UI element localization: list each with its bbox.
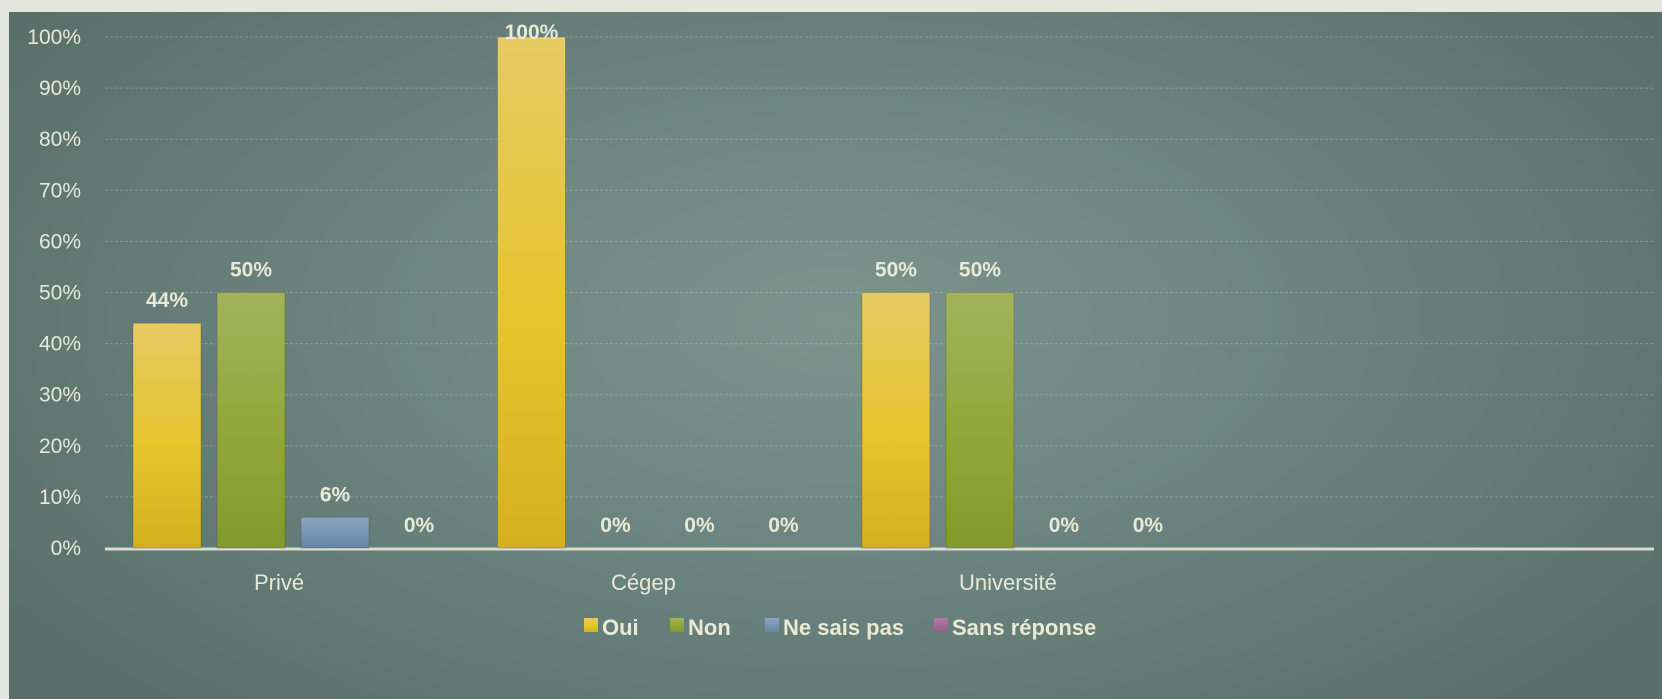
legend-label: Sans réponse <box>952 615 1096 640</box>
y-tick-label: 100% <box>27 26 81 49</box>
y-tick-label: 50% <box>39 282 81 305</box>
legend-swatch <box>584 618 598 632</box>
x-tick-label: Cégep <box>611 570 676 595</box>
gridlines <box>105 36 1654 498</box>
legend-swatch <box>934 618 948 632</box>
bars: 44% 50% 6% 0% 100% 0% 0% 0% 50% 50% 0% 0% <box>132 21 1164 549</box>
bar <box>300 516 370 549</box>
y-tick-label: 40% <box>39 333 81 356</box>
y-tick-label: 10% <box>39 486 81 509</box>
y-tick-label: 90% <box>39 77 81 100</box>
bar <box>132 322 202 549</box>
data-label: 0% <box>1049 514 1080 537</box>
y-tick-label: 20% <box>39 435 81 458</box>
data-label: 100% <box>505 21 559 44</box>
bar <box>216 292 286 549</box>
y-tick-label: 30% <box>39 384 81 407</box>
legend-swatch <box>765 618 779 632</box>
x-axis: Privé Cégep Université <box>254 570 1057 595</box>
data-label: 50% <box>959 259 1001 282</box>
data-label: 0% <box>600 514 631 537</box>
legend-label: Oui <box>602 615 639 640</box>
legend: Oui Non Ne sais pas Sans réponse <box>584 615 1096 640</box>
data-label: 0% <box>404 514 435 537</box>
y-tick-label: 70% <box>39 179 81 202</box>
data-label: 50% <box>230 259 272 282</box>
y-tick-label: 0% <box>51 537 81 560</box>
data-label: 0% <box>1133 514 1164 537</box>
chart-panel: 0% 10% 20% 30% 40% 50% 60% 70% 80% 90% 100% 44% 50%… <box>9 12 1662 699</box>
data-label: 50% <box>875 259 917 282</box>
x-tick-label: Université <box>959 570 1057 595</box>
data-label: 6% <box>320 483 351 506</box>
y-tick-label: 80% <box>39 128 81 151</box>
bar <box>945 292 1015 549</box>
legend-swatch <box>670 618 684 632</box>
data-label: 0% <box>684 514 715 537</box>
data-label: 44% <box>146 289 188 312</box>
bar-chart: 0% 10% 20% 30% 40% 50% 60% 70% 80% 90% 100% 44% 50%… <box>27 21 1654 640</box>
data-label: 0% <box>768 514 799 537</box>
bar <box>497 36 566 549</box>
y-tick-label: 60% <box>39 230 81 253</box>
legend-label: Ne sais pas <box>783 615 904 640</box>
x-tick-label: Privé <box>254 570 304 595</box>
bar <box>861 292 931 549</box>
y-axis: 0% 10% 20% 30% 40% 50% 60% 70% 80% 90% 100% <box>27 26 1654 560</box>
legend-label: Non <box>688 615 731 640</box>
